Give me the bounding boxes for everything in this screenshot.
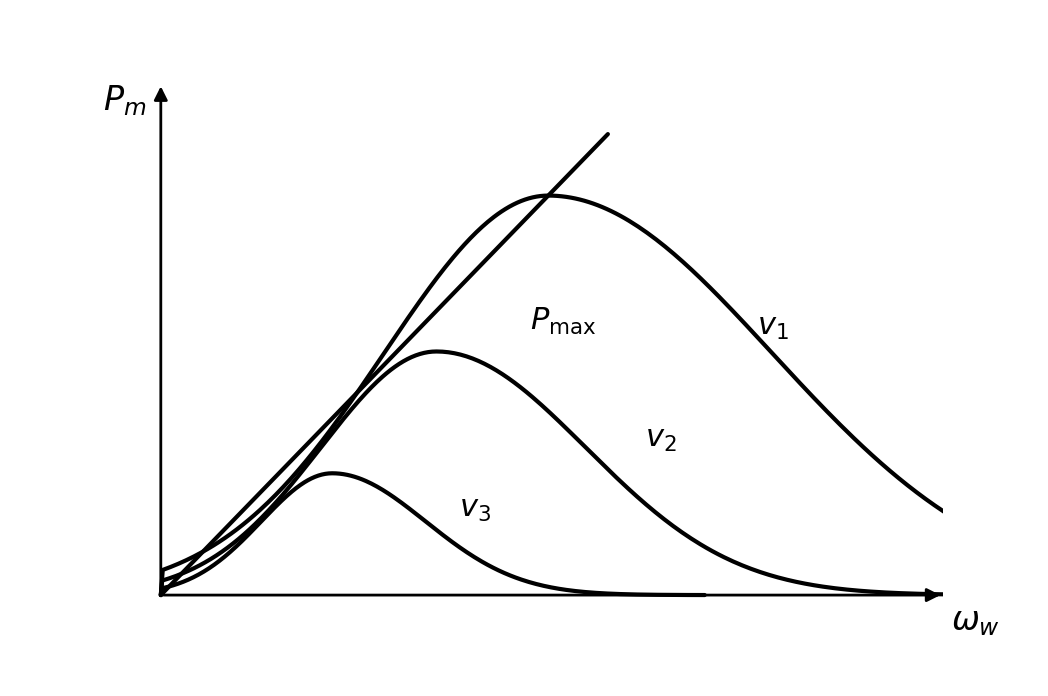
Text: $P_{\mathrm{max}}$: $P_{\mathrm{max}}$ — [529, 306, 596, 337]
Text: $v_3$: $v_3$ — [459, 496, 490, 524]
Text: $v_2$: $v_2$ — [646, 425, 677, 454]
Text: $\omega_w$: $\omega_w$ — [951, 605, 1000, 638]
Text: $P_m$: $P_m$ — [103, 84, 146, 118]
Text: $v_1$: $v_1$ — [757, 313, 788, 342]
